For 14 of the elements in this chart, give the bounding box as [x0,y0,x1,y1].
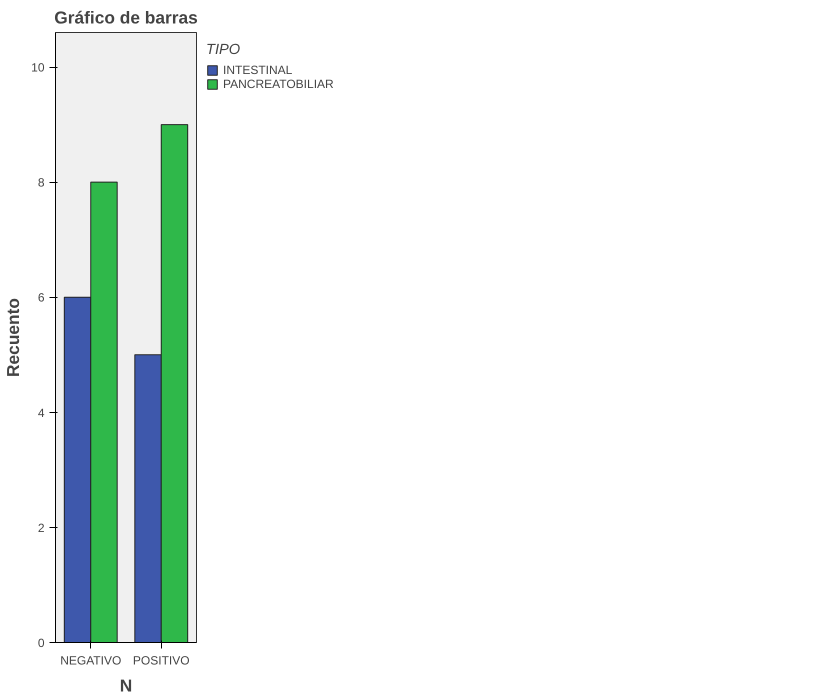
y-tick-label: 8 [38,176,45,190]
y-tick-label: 4 [38,406,45,420]
y-tick-label: 2 [38,520,45,535]
y-tick-label: 0 [38,636,45,650]
legend-label: INTESTINAL [223,63,292,77]
x-tick-label: NEGATIVO [60,654,122,668]
legend-label: PANCREATOBILIAR [223,77,334,91]
legend-title: TIPO [206,42,242,58]
y-axis-title: Recuento [3,298,24,377]
x-axis-title: N [120,676,132,696]
y-tick-label: 10 [31,60,45,75]
x-tick-label: POSITIVO [132,654,190,668]
chart-title: Gráfico de barras [54,8,198,28]
y-tick-label: 6 [38,290,45,305]
